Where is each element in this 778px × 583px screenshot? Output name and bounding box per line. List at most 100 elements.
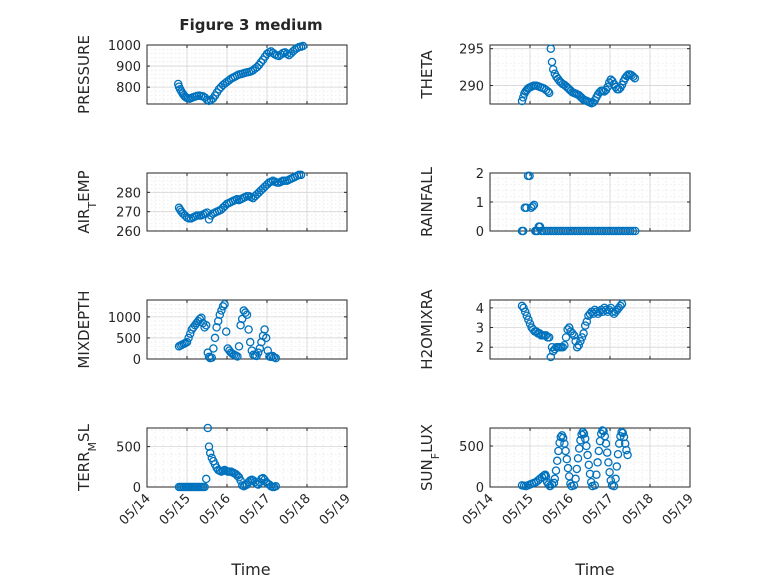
data-point	[604, 458, 613, 467]
subplot-8: 0 500 05/14 05/15 05/16 05/17 05/18 05/19 SUNFLU…	[418, 424, 697, 528]
data-point	[548, 65, 558, 74]
y-axis-label: MIXDEPTH	[75, 290, 93, 368]
data-point	[544, 333, 554, 342]
y-tick-label: 280	[116, 186, 141, 201]
data-point	[561, 446, 570, 456]
data-point	[256, 58, 266, 67]
data-point	[577, 333, 587, 342]
data-point	[563, 463, 573, 473]
data-point	[296, 170, 306, 180]
axes-outline	[146, 172, 348, 232]
data-point	[579, 329, 588, 338]
x-tick-label: 05/17	[580, 491, 617, 528]
y-tick-label: 1000	[108, 39, 141, 54]
axes-box	[146, 427, 348, 488]
data-point	[605, 467, 614, 477]
subplot-7: 0 500 05/14 05/15 05/16 05/17 05/18 05/19 TERRMS…	[75, 423, 354, 528]
data-point	[549, 478, 559, 488]
data-point	[592, 307, 601, 317]
data-point	[617, 299, 627, 309]
data-point	[599, 427, 608, 436]
y-tick-label: 290	[459, 80, 484, 95]
y-tick-label: 2	[476, 341, 484, 356]
x-axis-label-right: Time	[574, 560, 614, 579]
data-point	[602, 448, 612, 457]
subplot-3: 260 270 280 AIRTEMP	[75, 170, 348, 240]
data-point	[569, 331, 579, 340]
data-point	[543, 87, 553, 96]
data-point	[574, 340, 584, 350]
data-point	[594, 446, 604, 456]
data-point	[590, 481, 600, 490]
data-point	[550, 474, 560, 484]
data-point	[622, 445, 631, 455]
data-point	[571, 474, 580, 484]
data-point	[584, 460, 594, 470]
y-axis-label: H2OMIXRA	[418, 289, 436, 370]
data-point	[245, 337, 255, 347]
x-tick-label: 05/14	[460, 491, 497, 528]
data-point	[529, 200, 539, 210]
data-point	[233, 352, 242, 361]
data-point	[612, 462, 622, 471]
x-tick-label: 05/19	[317, 491, 354, 528]
x-tick-label: 05/16	[540, 491, 577, 528]
y-axis-label: RAINFALL	[418, 166, 436, 237]
data-point	[200, 482, 209, 492]
data-point	[215, 310, 225, 319]
data-point	[197, 313, 206, 322]
data-point	[203, 423, 213, 433]
x-tick-label: 05/17	[237, 491, 274, 528]
data-point	[242, 310, 252, 319]
y-tick-label: 0	[476, 225, 484, 240]
data-point	[241, 308, 250, 317]
data-point	[544, 88, 554, 98]
data-point	[552, 456, 562, 466]
data-point	[220, 299, 229, 309]
data-point	[568, 329, 577, 338]
data-point	[182, 337, 192, 347]
data-point	[205, 448, 215, 458]
data-point	[260, 325, 269, 334]
data-point	[271, 481, 281, 491]
x-tick-label: 05/15	[157, 491, 194, 528]
data-point	[593, 458, 602, 467]
y-axis-label: SUNFLUX	[418, 424, 442, 491]
y-tick-label: 0	[133, 481, 141, 496]
data-point	[572, 464, 582, 474]
y-tick-label: 1	[476, 196, 484, 211]
data-point	[574, 444, 584, 453]
data-point	[221, 327, 231, 336]
data-point	[203, 348, 213, 357]
data-point	[519, 303, 528, 313]
data-point	[298, 41, 308, 51]
y-tick-label: 2	[476, 167, 484, 182]
y-tick-label: 270	[116, 206, 141, 221]
y-axis-label: TERRMSL	[75, 423, 99, 492]
data-point	[618, 428, 628, 438]
data-point	[558, 342, 568, 352]
y-tick-label: 260	[116, 225, 141, 240]
data-point	[623, 450, 632, 460]
data-point	[583, 450, 592, 460]
y-axis-label: THETA	[418, 50, 436, 100]
data-point	[209, 344, 218, 353]
x-axis-label-left: Time	[230, 560, 270, 579]
data-point	[533, 226, 542, 236]
data-point	[271, 353, 281, 363]
axes-outline	[146, 44, 348, 105]
subplot-4: 0 1 2 RAINFALL	[418, 166, 691, 240]
data-point	[234, 342, 244, 351]
y-tick-label: 500	[459, 440, 484, 455]
data-point	[626, 226, 635, 236]
data-point	[561, 333, 571, 342]
data-point	[524, 315, 533, 324]
y-tick-label: 0	[476, 481, 484, 496]
y-tick-label: 4	[476, 302, 484, 317]
axes-box	[146, 172, 348, 232]
data-point	[573, 454, 583, 463]
data-point	[558, 433, 568, 443]
data-point	[560, 340, 569, 350]
